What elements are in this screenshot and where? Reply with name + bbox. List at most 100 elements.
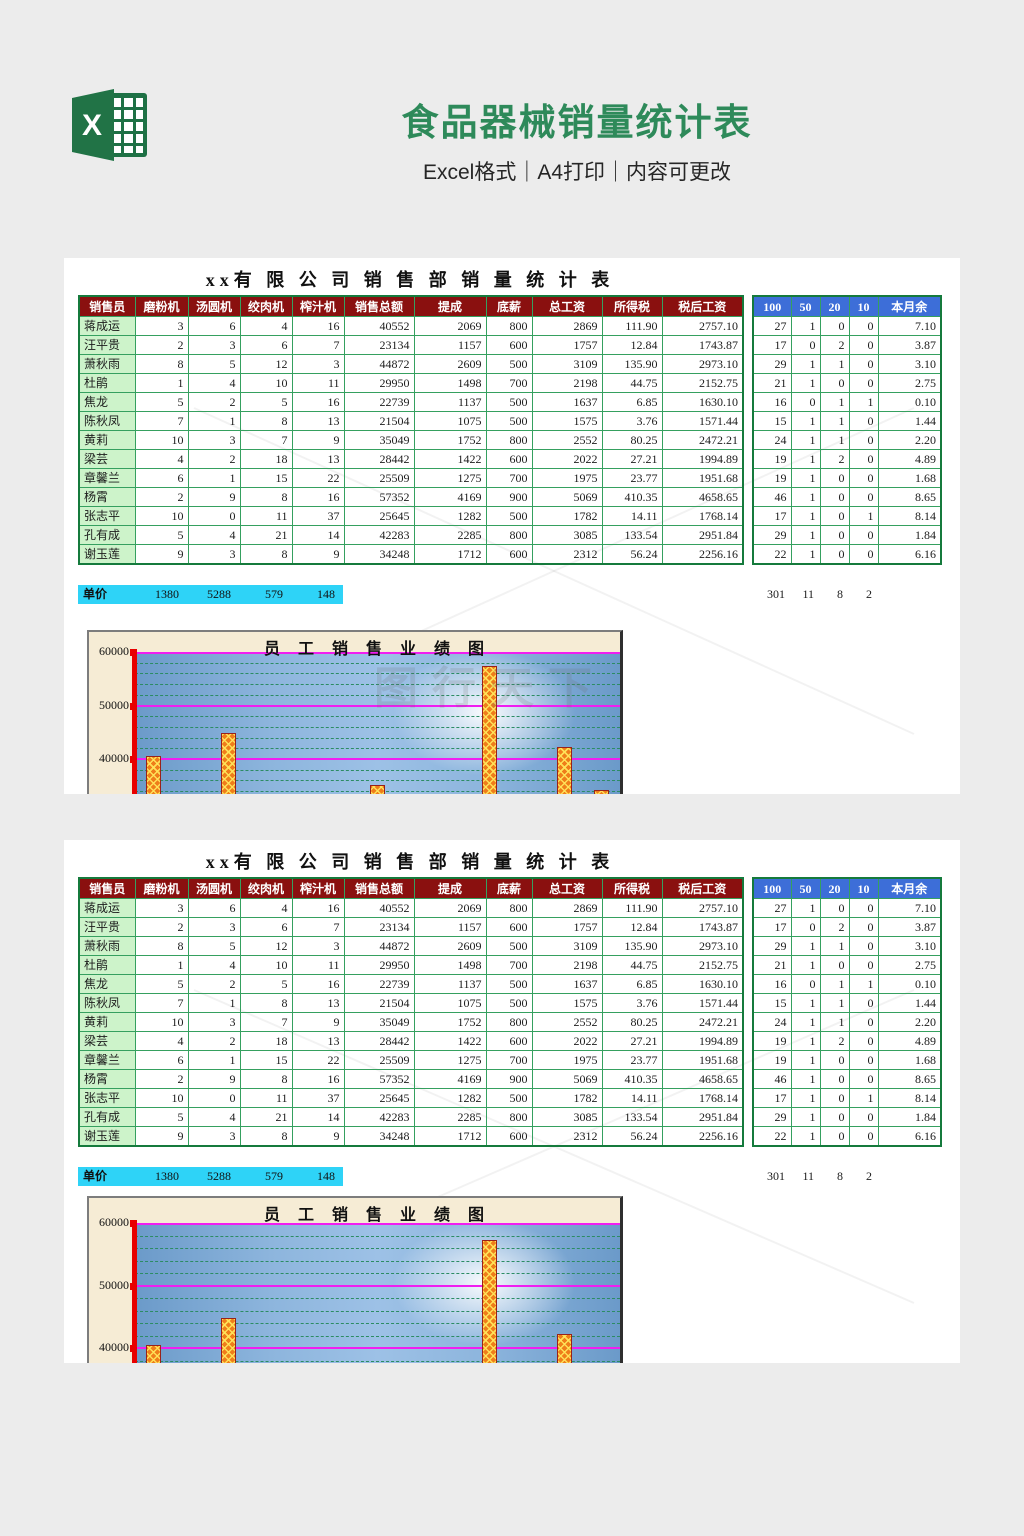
table-cell: 0 [848, 1069, 879, 1089]
table-cell: 500 [485, 974, 533, 994]
table-cell: 7 [239, 1012, 293, 1032]
table-cell: 1 [790, 1088, 821, 1108]
table-cell: 22739 [343, 974, 415, 994]
column-header: 100 [752, 877, 792, 899]
table-cell: 5 [134, 1107, 189, 1127]
bar [593, 789, 609, 794]
table-cell: 1712 [413, 1126, 487, 1147]
table-cell: 14 [291, 1107, 345, 1127]
table-cell: 谢玉莲 [78, 544, 136, 565]
table-row: 22 1 0 0 6.16 [752, 544, 942, 565]
table-cell: 37 [291, 1088, 345, 1108]
table-cell: 2.20 [877, 430, 942, 450]
table-cell: 0 [848, 898, 879, 918]
table-cell: 1 [790, 487, 821, 507]
table-cell: 杨霄 [78, 487, 136, 507]
table-cell: 焦龙 [78, 392, 136, 412]
table-cell: 1743.87 [661, 917, 744, 937]
table-cell: 22 [752, 544, 792, 565]
table-cell: 1 [187, 993, 241, 1013]
table-cell: 1 [790, 316, 821, 336]
gridline-minor [135, 748, 620, 750]
chart-plot-area [135, 652, 620, 794]
table-cell: 7 [134, 993, 189, 1013]
table-cell: 1 [790, 1012, 821, 1032]
table-cell: 3.87 [877, 335, 942, 355]
table-cell: 5 [187, 354, 241, 374]
table-cell: 1757 [531, 917, 603, 937]
bar [146, 756, 162, 794]
worksheet-title: xx有 限 公 司 销 售 部 销 量 统 计 表 [205, 270, 615, 290]
table-cell: 2 [134, 1069, 189, 1089]
table-cell: 1 [790, 1050, 821, 1070]
column-header: 销售员 [78, 877, 136, 899]
table-cell: 10 [239, 955, 293, 975]
table-cell: 1.44 [877, 411, 942, 431]
table-cell: 37 [291, 506, 345, 526]
table-cell: 34248 [343, 1126, 415, 1147]
table-cell: 19 [752, 1031, 792, 1051]
table-cell: 9 [291, 430, 345, 450]
table-cell: 0 [819, 898, 850, 918]
table-cell: 56.24 [601, 1126, 663, 1147]
table-cell: 1 [790, 525, 821, 545]
table-cell: 8 [134, 936, 189, 956]
table-cell: 1422 [413, 449, 487, 469]
table-cell: 4169 [413, 487, 487, 507]
column-header: 榨汁机 [291, 877, 345, 899]
table-cell: 3 [187, 544, 241, 565]
table-cell: 17 [752, 917, 792, 937]
table-cell: 1752 [413, 1012, 487, 1032]
table-cell: 0 [819, 525, 850, 545]
bar [220, 732, 236, 794]
table-cell: 0 [187, 1088, 241, 1108]
table-cell: 8 [239, 544, 293, 565]
column-header: 提成 [413, 295, 487, 317]
gridline-minor [135, 1273, 620, 1274]
table-cell: 1282 [413, 1088, 487, 1108]
table-cell: 16 [752, 974, 792, 994]
table-cell: 12.84 [601, 917, 663, 937]
table-cell: 1 [790, 411, 821, 431]
table-cell: 1137 [413, 974, 487, 994]
table-cell: 500 [485, 936, 533, 956]
table-row: 17 1 0 1 8.14 [752, 1088, 942, 1108]
table-cell: 1.68 [877, 468, 942, 488]
table-cell: 1 [790, 430, 821, 450]
table-cell: 600 [485, 544, 533, 565]
table-cell: 7 [239, 430, 293, 450]
table-cell: 6 [187, 316, 241, 336]
table-cell: 梁芸 [78, 449, 136, 469]
table-cell: 1075 [413, 993, 487, 1013]
table-cell: 0 [848, 544, 879, 565]
table-cell: 14.11 [601, 1088, 663, 1108]
table-cell: 2757.10 [661, 316, 744, 336]
table-cell: 17 [752, 1088, 792, 1108]
table-cell: 1 [790, 993, 821, 1013]
table-cell: 17 [752, 506, 792, 526]
table-cell: 10 [134, 430, 189, 450]
table-cell: 2285 [413, 1107, 487, 1127]
table-cell: 孔有成 [78, 525, 136, 545]
table-cell: 0 [790, 917, 821, 937]
table-row: 17 1 0 1 8.14 [752, 506, 942, 526]
table-cell: 1 [790, 373, 821, 393]
table-row: 萧秋雨 8 5 12 3 44872 2609 500 3109 135.90 2973.10 [78, 354, 744, 374]
table-row: 29 1 1 0 3.10 [752, 354, 942, 374]
table-row: 17 0 2 0 3.87 [752, 917, 942, 937]
sales-performance-chart: 员 工 销 售 业 绩 图 60000 50000 40000 [87, 1196, 623, 1363]
table-cell: 1575 [531, 993, 603, 1013]
unit-price-cell: 5288 [187, 1167, 239, 1186]
table-row: 27 1 0 0 7.10 [752, 316, 942, 336]
table-cell: 0 [848, 335, 879, 355]
table-row: 301 11 8 2 [752, 585, 877, 604]
bar [370, 785, 385, 794]
table-cell: 15 [239, 1050, 293, 1070]
table-cell: 5069 [531, 1069, 603, 1089]
column-header: 汤圆机 [187, 295, 241, 317]
table-cell: 7.10 [877, 898, 942, 918]
table-cell: 135.90 [601, 936, 663, 956]
table-cell: 1.84 [877, 525, 942, 545]
table-cell: 2198 [531, 955, 603, 975]
table-row: 29 1 0 0 1.84 [752, 1107, 942, 1127]
